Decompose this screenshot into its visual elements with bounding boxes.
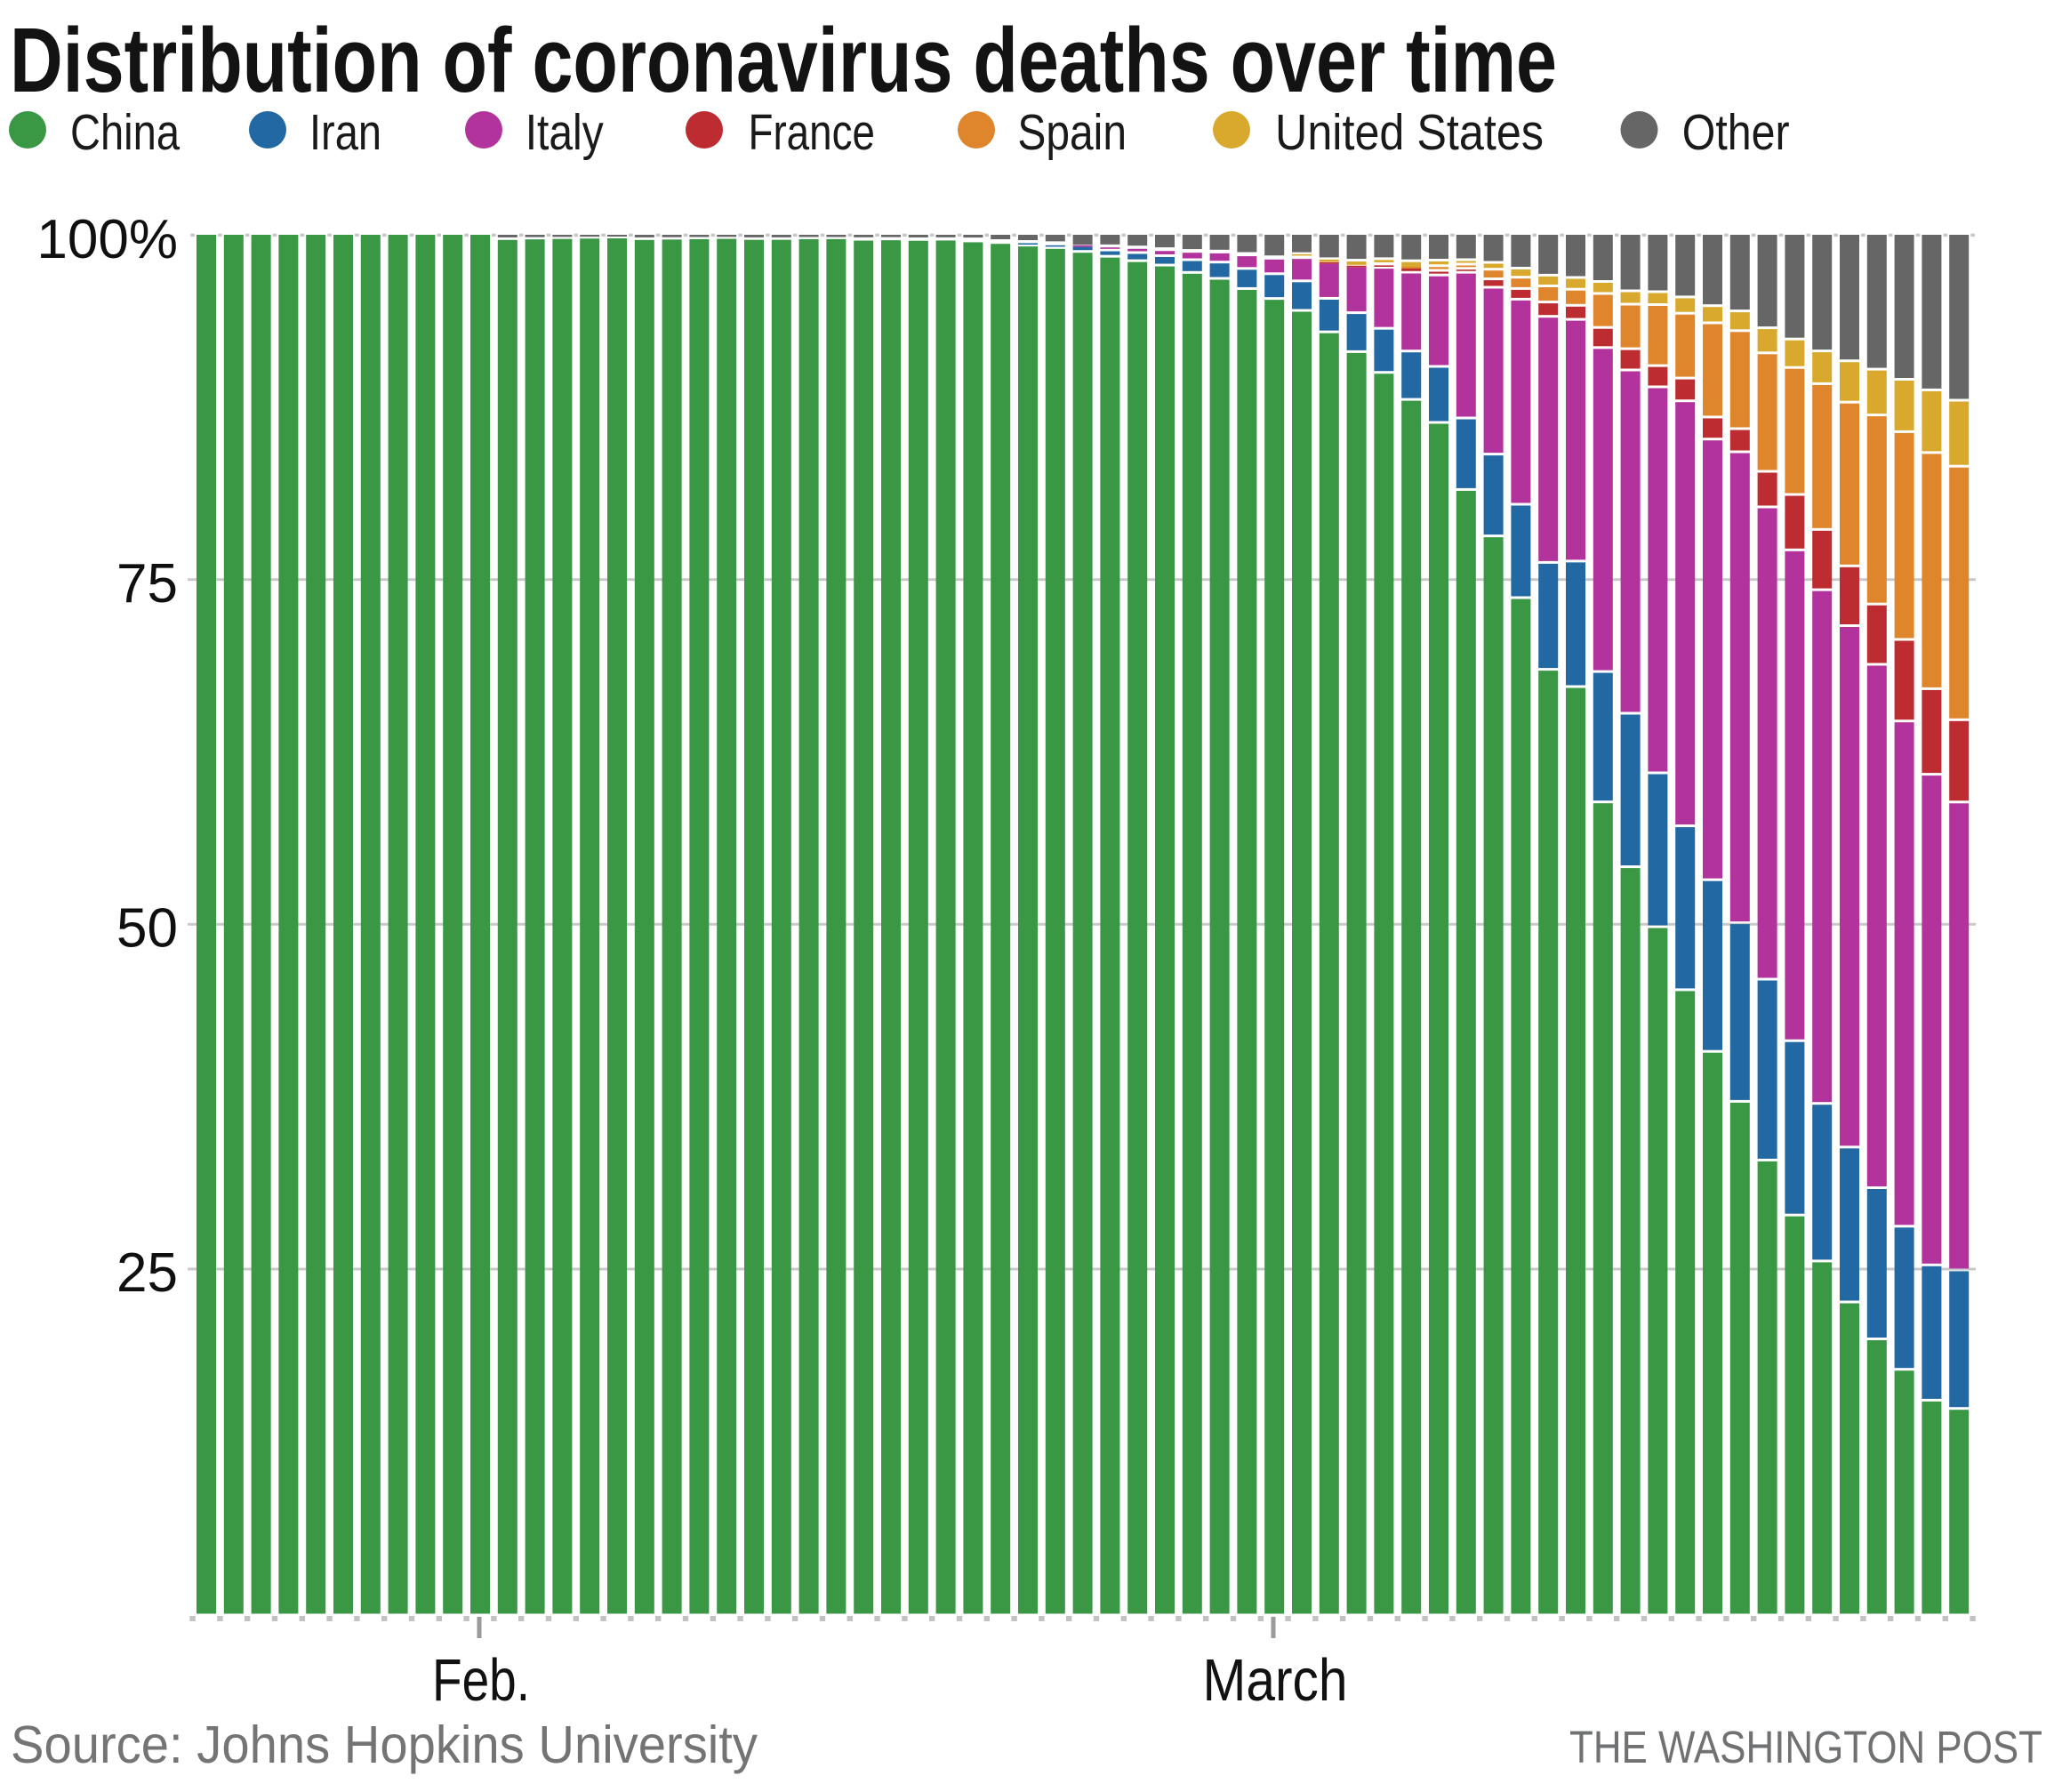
svg-text:Iran: Iran xyxy=(309,104,381,161)
svg-text:25: 25 xyxy=(116,1242,178,1304)
svg-text:Italy: Italy xyxy=(526,104,604,161)
svg-text:Other: Other xyxy=(1682,104,1790,161)
svg-text:Feb.: Feb. xyxy=(432,1647,530,1714)
svg-text:France: France xyxy=(749,104,875,161)
svg-text:China: China xyxy=(70,104,180,161)
svg-text:100%: 100% xyxy=(36,209,178,270)
svg-text:75: 75 xyxy=(116,553,178,615)
svg-text:Source: Johns Hopkins Universi: Source: Johns Hopkins University xyxy=(11,1716,758,1774)
svg-text:United States: United States xyxy=(1275,104,1544,161)
svg-text:March: March xyxy=(1203,1647,1348,1714)
svg-text:Distribution of coronavirus de: Distribution of coronavirus deaths over … xyxy=(10,9,1557,111)
svg-text:50: 50 xyxy=(116,898,178,960)
svg-text:Spain: Spain xyxy=(1017,104,1127,161)
svg-text:THE WASHINGTON POST: THE WASHINGTON POST xyxy=(1569,1722,2042,1772)
